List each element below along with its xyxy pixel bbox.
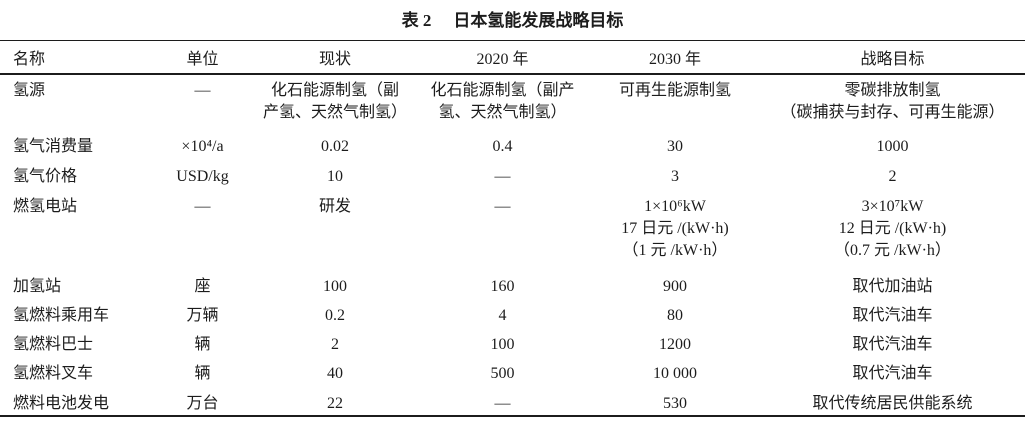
cell-target: 1000 <box>876 137 909 155</box>
cell-target: 取代加油站 <box>852 277 933 295</box>
cell-2030: 可再生能源制氢 <box>618 81 731 99</box>
table-caption: 表 2 日本氢能发展战略目标 <box>0 0 1025 40</box>
cell-2030: 1×10⁶kW 17 日元 /(kW·h) （1 元 /kW·h） <box>621 197 729 259</box>
cell-unit: 万辆 <box>186 306 219 324</box>
table-caption-label: 表 2 <box>401 11 432 30</box>
header-row: 名称 单位 现状 2020 年 2030 年 战略目标 <box>0 41 1025 74</box>
cell-status: 10 <box>327 167 343 185</box>
cell-2030: 1200 <box>659 335 691 353</box>
cell-unit: — <box>194 197 211 215</box>
table-row-hydrogen-price: 氢气价格 USD/kg 10 — 3 2 <box>0 161 1025 191</box>
cell-name: 燃料电池发电 <box>13 394 110 412</box>
cell-2020: — <box>494 394 511 412</box>
col-header-2020: 2020 年 <box>476 50 529 68</box>
table-row-bus: 氢燃料巴士 辆 2 100 1200 取代汽油车 <box>0 329 1025 358</box>
cell-status: 化石能源制氢（副 产氢、天然气制氢） <box>262 81 407 121</box>
cell-2020: 化石能源制氢（副产 氢、天然气制氢） <box>430 81 575 121</box>
cell-name: 氢燃料巴士 <box>13 335 94 353</box>
cell-name: 燃氢电站 <box>13 197 78 215</box>
cell-status: 0.02 <box>321 137 349 155</box>
cell-2020: 500 <box>490 364 515 382</box>
strategy-table: 名称 单位 现状 2020 年 2030 年 战略目标 氢源 — 化石能源制氢（… <box>0 40 1025 417</box>
table-row-hydrogen-consumption: 氢气消费量 ×10⁴/a 0.02 0.4 30 1000 <box>0 131 1025 161</box>
cell-name: 氢源 <box>13 81 46 99</box>
cell-2020: — <box>494 167 511 185</box>
cell-2030: 3 <box>671 167 679 185</box>
col-header-target: 战略目标 <box>860 50 925 68</box>
col-header-2030: 2030 年 <box>648 50 701 68</box>
cell-unit: 辆 <box>194 335 211 353</box>
cell-status: 研发 <box>318 197 351 215</box>
cell-target: 取代传统居民供能系统 <box>812 394 973 412</box>
table-row-forklift: 氢燃料叉车 辆 40 500 10 000 取代汽油车 <box>0 358 1025 388</box>
table-row-fuel-cell-power: 燃料电池发电 万台 22 — 530 取代传统居民供能系统 <box>0 388 1025 416</box>
cell-unit: 座 <box>194 277 211 295</box>
table-row-passenger-car: 氢燃料乘用车 万辆 0.2 4 80 取代汽油车 <box>0 300 1025 329</box>
table-caption-title: 日本氢能发展战略目标 <box>453 11 624 30</box>
cell-status: 0.2 <box>325 306 345 324</box>
cell-target: 取代汽油车 <box>852 335 933 353</box>
cell-unit: 万台 <box>186 394 219 412</box>
cell-status: 100 <box>323 277 347 295</box>
cell-2020: 100 <box>490 335 515 353</box>
cell-unit: USD/kg <box>176 167 229 185</box>
cell-2030: 10 000 <box>653 364 697 382</box>
cell-name: 氢气价格 <box>13 167 78 185</box>
cell-target: 零碳排放制氢 （碳捕获与封存、可再生能源） <box>780 81 1005 121</box>
col-header-unit: 单位 <box>186 50 219 68</box>
cell-unit: 辆 <box>194 364 211 382</box>
cell-2020: 4 <box>498 306 507 324</box>
cell-target: 3×10⁷kW 12 日元 /(kW·h) （0.7 元 /kW·h） <box>834 197 951 259</box>
table-row-hydrogen-power-plant: 燃氢电站 — 研发 — 1×10⁶kW 17 日元 /(kW·h) （1 元 /… <box>0 191 1025 271</box>
table-row-refueling-station: 加氢站 座 100 160 900 取代加油站 <box>0 271 1025 300</box>
cell-target: 取代汽油车 <box>852 364 933 382</box>
cell-status: 22 <box>327 394 343 412</box>
cell-name: 氢燃料叉车 <box>13 364 94 382</box>
cell-2020: — <box>494 197 511 215</box>
cell-2030: 80 <box>667 306 683 324</box>
cell-status: 40 <box>327 364 343 382</box>
cell-unit: — <box>194 81 211 99</box>
cell-2030: 30 <box>667 137 683 155</box>
cell-2020: 160 <box>490 277 515 295</box>
cell-name: 氢燃料乘用车 <box>13 306 110 324</box>
col-header-name: 名称 <box>13 50 46 68</box>
cell-target: 取代汽油车 <box>852 306 933 324</box>
cell-status: 2 <box>331 335 339 353</box>
cell-name: 氢气消费量 <box>13 137 94 155</box>
col-header-status: 现状 <box>318 50 351 68</box>
cell-2020: 0.4 <box>492 137 513 155</box>
cell-name: 加氢站 <box>13 277 62 295</box>
cell-unit: ×10⁴/a <box>181 137 224 155</box>
cell-target: 2 <box>888 167 897 185</box>
table-row-hydrogen-source: 氢源 — 化石能源制氢（副 产氢、天然气制氢） 化石能源制氢（副产 氢、天然气制… <box>0 74 1025 131</box>
cell-2030: 900 <box>663 277 687 295</box>
cell-2030: 530 <box>663 394 687 412</box>
